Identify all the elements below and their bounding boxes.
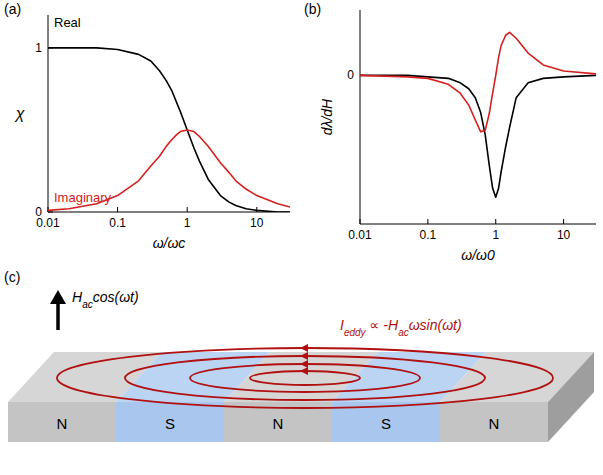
y-tick-label: 1: [35, 41, 42, 55]
stripe-front: [8, 402, 116, 442]
text-part: ∝ -H: [366, 317, 399, 333]
stripe-label: S: [165, 415, 175, 432]
y-tick: [48, 212, 53, 213]
series-line: [360, 32, 596, 132]
x-tick: [187, 207, 188, 212]
field-arrow: [56, 302, 60, 330]
x-tick: [360, 219, 361, 224]
x-axis-title: ω/ω0: [461, 247, 495, 263]
x-tick-label: 1: [492, 228, 499, 242]
slab-side: [548, 352, 594, 442]
eddy-label: Ieddy ∝ -Hacωsin(ωt): [340, 317, 462, 338]
panel-letter: (a): [4, 1, 21, 17]
x-axis-title: ω/ωc: [153, 235, 186, 251]
text-part: eddy: [344, 327, 367, 338]
field-arrowhead: [50, 290, 66, 304]
x-tick: [495, 219, 496, 224]
x-tick-label: 10: [250, 216, 264, 230]
eddy-arrow: [300, 344, 308, 352]
y-tick-label: 0: [347, 68, 354, 82]
text-part: ac: [82, 299, 93, 310]
y-axis-title: dλ/dH: [319, 98, 335, 135]
panel-letter: (c): [4, 269, 20, 285]
series-group: [360, 32, 596, 197]
stripe-front: [440, 402, 548, 442]
y-axis: [48, 15, 49, 212]
x-tick-label: 10: [557, 228, 571, 242]
eddy-loop: [190, 364, 420, 392]
eddy-loop: [125, 356, 485, 400]
text-part: cos(ωt): [93, 289, 139, 305]
stripe-label: N: [273, 415, 284, 432]
x-tick: [117, 207, 118, 212]
x-axis: [48, 212, 290, 213]
y-tick-label: 0: [35, 205, 42, 219]
x-tick-label: 0.1: [109, 216, 126, 230]
stripe-label: N: [57, 415, 68, 432]
panel-0: (a)0.010.111001ω/ωcχRealImaginary: [4, 1, 290, 251]
series-label: Real: [54, 15, 81, 30]
panel-letter: (b): [304, 1, 321, 17]
series-group: [48, 48, 290, 212]
series-label: Imaginary: [54, 190, 112, 205]
eddy-arrow: [300, 367, 308, 375]
text-part: ωsin(ωt): [409, 317, 462, 333]
series-line: [48, 48, 290, 212]
eddy-loop: [57, 348, 553, 408]
eddy-arrow: [300, 352, 308, 360]
eddy-arrow: [300, 360, 308, 368]
text-part: ac: [398, 327, 409, 338]
stripe-label: S: [381, 415, 391, 432]
y-axis: [360, 10, 361, 224]
y-axis-title: χ: [14, 105, 25, 122]
x-tick-label: 0.1: [420, 228, 437, 242]
diagram: (c) N S N S N Haccos(ωt) Ieddy ∝ -Hacωsin(ωt): [4, 269, 594, 442]
panel-1: (b) 0.01 0.1 1 10 0 ω/ω0 dλ/dH: [304, 1, 596, 263]
x-tick: [427, 219, 428, 224]
x-tick: [563, 219, 564, 224]
x-tick-label: 1: [184, 216, 191, 230]
figure: (a)0.010.111001ω/ωcχRealImaginary(b)0.01…: [0, 0, 603, 475]
x-tick: [48, 207, 49, 212]
x-tick-label: 0.01: [348, 228, 372, 242]
stripe-front: [116, 402, 224, 442]
x-axis: [360, 224, 596, 225]
stripe-label: N: [489, 415, 500, 432]
series-line: [360, 75, 596, 197]
series-line: [48, 130, 290, 210]
field-label: Haccos(ωt): [72, 289, 139, 310]
